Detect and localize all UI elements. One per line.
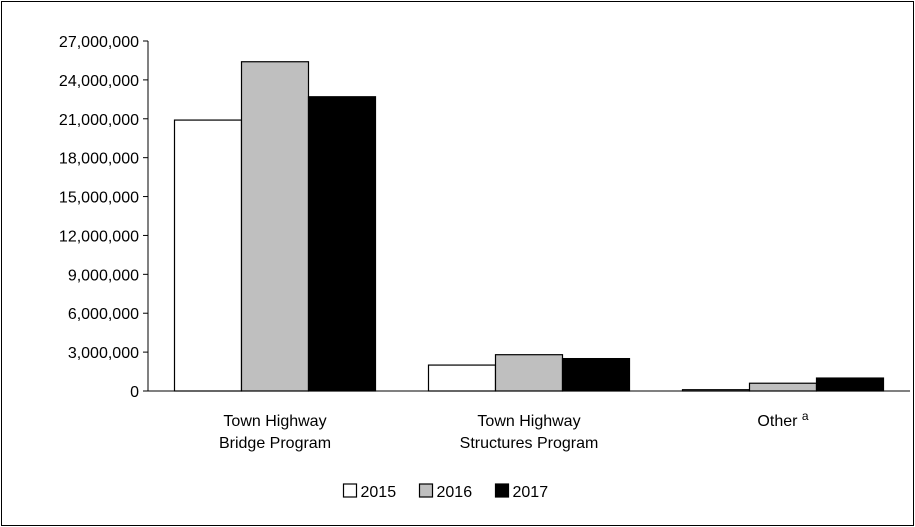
legend: 2015 2016 2017 — [342, 483, 549, 501]
bar-2017-0 — [307, 96, 377, 392]
bar-2015-0 — [173, 119, 243, 392]
y-tick-label: 3,000,000 — [68, 345, 139, 362]
bar-2015-1 — [427, 364, 497, 392]
y-tick-label: 0 — [130, 384, 139, 401]
legend-swatch-2017 — [494, 483, 510, 498]
legend-label-2017: 2017 — [513, 484, 549, 501]
y-tick-label: 12,000,000 — [59, 228, 139, 245]
y-axis: 0 3,000,000 6,000,000 9,000,000 12,000,000 15… — [59, 34, 149, 401]
bars — [173, 61, 885, 392]
category-label: Town Highway Bridge Program — [219, 413, 331, 452]
y-tick-label: 6,000,000 — [68, 306, 139, 323]
y-tick-label: 24,000,000 — [59, 73, 139, 90]
y-tick-label: 18,000,000 — [59, 151, 139, 168]
legend-swatch-2015 — [342, 483, 358, 498]
category-label: Other a — [757, 409, 808, 430]
legend-swatch-2016 — [418, 483, 434, 498]
y-tick-label: 9,000,000 — [68, 267, 139, 284]
bar-2016-1 — [494, 354, 564, 392]
legend-label-2016: 2016 — [437, 484, 473, 501]
y-tick-label: 27,000,000 — [59, 34, 139, 51]
x-axis: Town Highway Bridge Program Town Highway St… — [148, 390, 910, 452]
legend-label-2015: 2015 — [361, 484, 397, 501]
bar-2016-0 — [240, 61, 310, 392]
bar-2017-1 — [561, 357, 631, 392]
y-tick-label: 21,000,000 — [59, 112, 139, 129]
category-label: Town Highway Structures Program — [460, 413, 599, 452]
bar-2017-2 — [815, 377, 885, 392]
y-tick-label: 15,000,000 — [59, 190, 139, 207]
bar-2016-2 — [748, 382, 818, 392]
